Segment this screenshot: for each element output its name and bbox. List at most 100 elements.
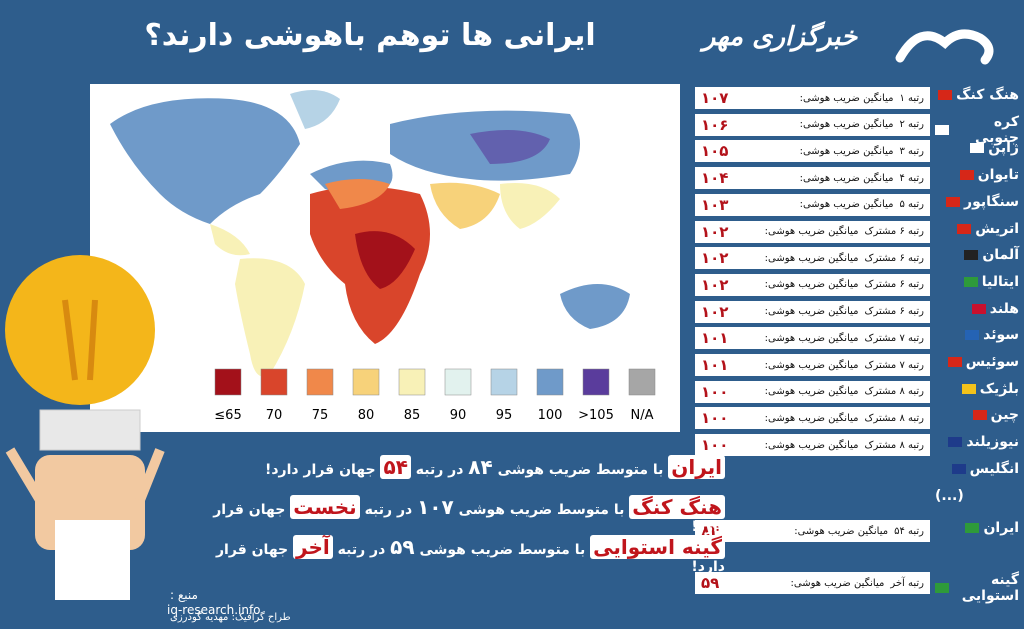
- country: بلژیک: [935, 381, 1019, 397]
- rank-row: رتبه ۶ مشترک میانگین ضریب هوشی: ۱۰۲: [695, 247, 930, 270]
- rank: آخر: [293, 535, 333, 559]
- rank-row: رتبه ۵۴ میانگین ضریب هوشی: ۸۴: [695, 520, 930, 542]
- avg-label: میانگین ضریب هوشی:: [764, 252, 859, 264]
- country-name: اتریش: [975, 220, 1019, 237]
- rank: رتبه ۵: [899, 199, 924, 211]
- avg-label: میانگین ضریب هوشی:: [764, 412, 859, 424]
- flag: [964, 250, 979, 261]
- country: ژاپن: [935, 140, 1019, 156]
- statement: گینه استوایی با متوسط ضریب هوشی ۵۹ در رت…: [180, 535, 725, 575]
- country-name: سنگاپور: [964, 193, 1019, 210]
- rank-row: رتبه ۷ مشترک میانگین ضریب هوشی: ۱۰۱: [695, 327, 930, 350]
- rank-row: رتبه ۸ مشترک میانگین ضریب هوشی: ۱۰۰: [695, 380, 930, 403]
- legend-label: 100: [538, 408, 563, 423]
- flag: [948, 437, 963, 448]
- flag: [957, 223, 972, 234]
- text: در رتبه: [364, 502, 413, 518]
- flag: [935, 124, 949, 135]
- rank-row: رتبه ۵ میانگین ضریب هوشی: ۱۰۳: [695, 193, 930, 216]
- subject: ایران: [668, 455, 725, 479]
- score: ۱۰۱: [701, 329, 729, 348]
- avg-label: میانگین ضریب هوشی:: [799, 145, 894, 157]
- text: جهان قرار دارد!: [213, 502, 725, 535]
- legend-swatch: [582, 368, 610, 396]
- country-name: ایران: [983, 520, 1019, 536]
- text: با متوسط ضریب هوشی: [497, 462, 664, 478]
- number: ۱۰۷: [417, 495, 454, 519]
- country-name: سوئد: [983, 327, 1019, 344]
- score: ۱۰۱: [701, 356, 729, 374]
- rank-row: رتبه ۷ مشترک میانگین ضریب هوشی: ۱۰۱: [695, 354, 930, 376]
- avg-label: میانگین ضریب هوشی:: [790, 577, 885, 589]
- rank: رتبه آخر: [890, 577, 924, 589]
- country: هلند: [935, 301, 1019, 317]
- rank-row: رتبه ۱ میانگین ضریب هوشی: ۱۰۷: [695, 87, 930, 109]
- country-name: انگلیس: [969, 460, 1019, 477]
- rank: رتبه ۳: [899, 145, 924, 157]
- rank: رتبه ۱: [899, 92, 924, 104]
- bulb-illustration: [5, 255, 165, 600]
- country: سوئیس: [935, 354, 1019, 370]
- subject: گینه استوایی: [590, 535, 725, 559]
- avg-label: میانگین ضریب هوشی:: [799, 199, 894, 211]
- country: هنگ کنگ: [935, 87, 1019, 103]
- score: ۱۰۴: [701, 169, 729, 188]
- legend-swatch: [260, 368, 288, 396]
- country-name: سوئیس: [965, 354, 1019, 370]
- score: ۱۰۲: [701, 249, 729, 268]
- legend-label: 80: [358, 408, 375, 423]
- rank-row: رتبه ۶ مشترک میانگین ضریب هوشی: ۱۰۲: [695, 220, 930, 243]
- avg-label: میانگین ضریب هوشی:: [799, 172, 894, 184]
- legend-label: 95: [496, 408, 513, 423]
- legend-label: 75: [312, 408, 329, 423]
- title: ایرانی ها توهم باهوشی دارند؟: [144, 18, 596, 53]
- rank-row: رتبه ۳ میانگین ضریب هوشی: ۱۰۵: [695, 140, 930, 163]
- rank: رتبه ۶ مشترک: [864, 306, 925, 318]
- avg-label: میانگین ضریب هوشی:: [764, 386, 859, 398]
- avg-label: میانگین ضریب هوشی:: [764, 439, 859, 451]
- flag: [947, 357, 962, 367]
- flag: [935, 583, 949, 593]
- avg-label: میانگین ضریب هوشی:: [794, 525, 889, 537]
- source: iq-research.info: [167, 603, 261, 617]
- score: ۱۰۰: [701, 409, 729, 428]
- country: ایتالیا: [935, 274, 1019, 290]
- legend-swatch: [444, 368, 472, 396]
- country: ایران: [935, 520, 1019, 536]
- subject: هنگ کنگ: [629, 495, 725, 519]
- legend-swatch: [628, 368, 656, 396]
- flag: [963, 276, 978, 287]
- flag: [965, 330, 980, 341]
- avg-label: میانگین ضریب هوشی:: [764, 226, 859, 237]
- legend-label: 70: [266, 408, 283, 423]
- world-map: ≤65 70 75 80 85 90 95 100 >105 N/A: [110, 90, 656, 423]
- country-name: گینه استوایی: [961, 572, 1019, 604]
- flag: [972, 410, 987, 421]
- score: ۱۰۲: [701, 275, 729, 294]
- statement: هنگ کنگ با متوسط ضریب هوشی ۱۰۷ در رتبه ن…: [180, 495, 725, 535]
- country-name: بلژیک: [979, 380, 1019, 397]
- flag: [971, 303, 986, 314]
- country: آلمان: [935, 247, 1019, 263]
- rank-row: رتبه ۲ میانگین ضریب هوشی: ۱۰۶: [695, 113, 930, 136]
- country-name: هنگ کنگ: [956, 87, 1019, 103]
- legend-label: >105: [578, 408, 614, 423]
- country: اتریش: [935, 221, 1019, 237]
- avg-label: میانگین ضریب هوشی:: [764, 332, 859, 344]
- number: ۵۹: [390, 535, 415, 559]
- score: ۱۰۲: [701, 222, 729, 241]
- avg-label: میانگین ضریب هوشی:: [764, 359, 859, 371]
- legend-swatch: [352, 368, 380, 396]
- rank: رتبه ۵۴: [894, 525, 924, 537]
- text: با متوسط ضریب هوشی: [419, 542, 586, 558]
- legend-swatch: [214, 368, 242, 396]
- country-name: آلمان: [982, 247, 1019, 264]
- score: ۱۰۳: [701, 195, 729, 214]
- map-panel: ≤65 70 75 80 85 90 95 100 >105 N/A: [90, 84, 680, 432]
- rank: رتبه ۶ مشترک: [864, 252, 925, 264]
- brand: خبرگزاری مهر: [702, 22, 858, 52]
- flag: [965, 523, 980, 533]
- rank: رتبه ۲: [899, 119, 924, 131]
- flag: [946, 196, 961, 207]
